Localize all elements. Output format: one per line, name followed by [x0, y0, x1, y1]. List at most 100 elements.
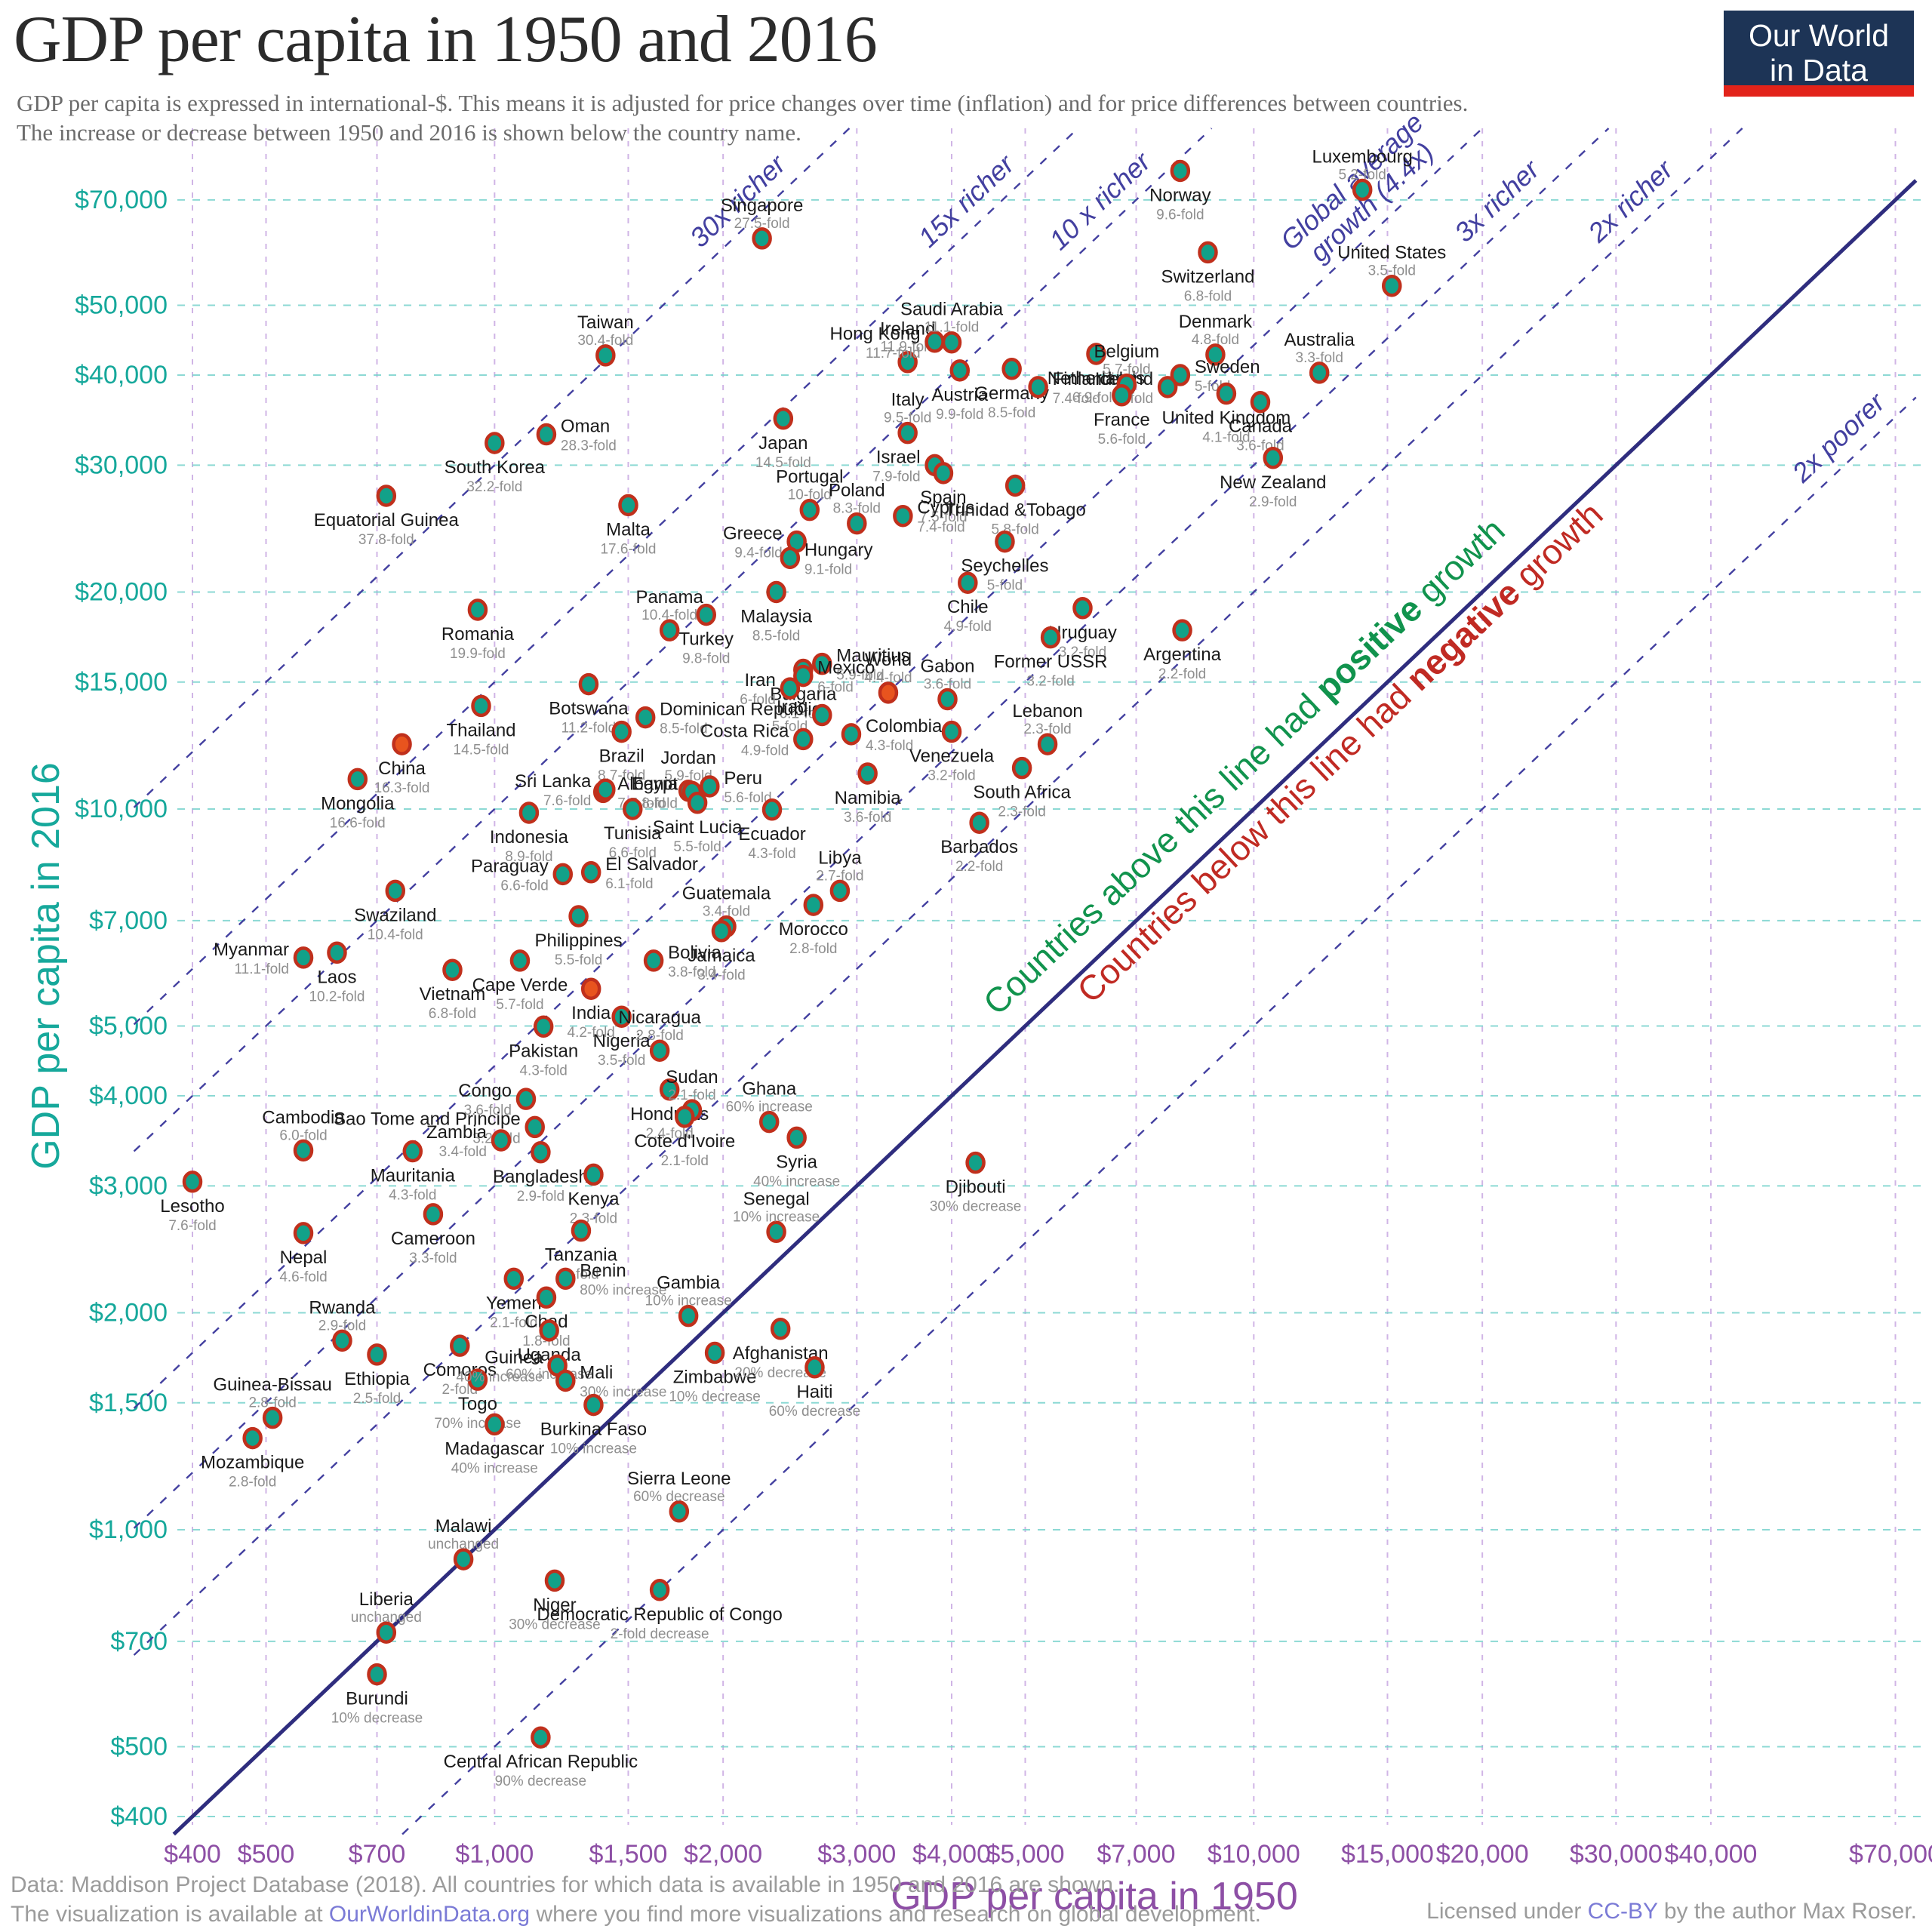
data-point-lebanon[interactable] — [1037, 733, 1058, 755]
data-point-germany[interactable] — [1001, 358, 1022, 380]
data-point-cambodia[interactable] — [293, 1139, 314, 1162]
data-point-congo[interactable] — [515, 1088, 537, 1110]
owid-logo[interactable]: Our World in Data — [1724, 11, 1914, 97]
data-point-ecuador[interactable] — [761, 798, 783, 821]
data-point-united-states[interactable] — [1382, 274, 1402, 297]
data-point-gabon[interactable] — [937, 688, 958, 711]
data-point-mozambique[interactable] — [242, 1426, 263, 1450]
data-point-namibia[interactable] — [857, 762, 878, 785]
data-point-mexico[interactable] — [793, 664, 814, 688]
data-point-tunisia[interactable] — [623, 798, 643, 820]
data-point-seychelles[interactable] — [995, 530, 1015, 553]
data-point-malaysia[interactable] — [766, 580, 786, 604]
data-point-saint-lucia[interactable] — [687, 792, 708, 814]
data-point-cote-d-ivoire[interactable] — [675, 1106, 695, 1128]
data-point-thailand[interactable] — [471, 694, 491, 718]
data-point-finland[interactable] — [1028, 376, 1048, 398]
owid-link[interactable]: OurWorldinData.org — [328, 1902, 531, 1927]
data-point-jamaica[interactable] — [711, 920, 732, 943]
data-point-vietnam[interactable] — [442, 958, 463, 981]
data-point-panama[interactable] — [659, 619, 680, 641]
data-point-haiti[interactable] — [804, 1356, 825, 1379]
data-point-laos[interactable] — [327, 941, 347, 964]
data-point-libya[interactable] — [829, 879, 851, 903]
data-point-france[interactable] — [1112, 384, 1132, 407]
data-point-japan[interactable] — [773, 408, 794, 430]
data-point-portugal[interactable] — [799, 498, 820, 521]
data-point-benin[interactable] — [555, 1267, 576, 1291]
data-point-ethiopia[interactable] — [367, 1343, 387, 1366]
data-point-syria[interactable] — [786, 1126, 807, 1149]
data-point-new-zealand[interactable] — [1263, 447, 1284, 469]
data-point-nepal[interactable] — [293, 1222, 314, 1244]
data-point-cameroon[interactable] — [423, 1203, 444, 1226]
data-point-comoros[interactable] — [450, 1334, 470, 1357]
data-point-barbados[interactable] — [969, 811, 989, 834]
data-point-iran[interactable] — [780, 677, 801, 700]
data-point-philippines[interactable] — [568, 905, 589, 928]
data-point-taiwan[interactable] — [595, 344, 616, 367]
data-point-sri-lanka[interactable] — [595, 778, 616, 801]
data-point-chile[interactable] — [958, 571, 978, 594]
data-point-turkey[interactable] — [696, 603, 717, 626]
data-point-australia[interactable] — [1309, 361, 1330, 384]
data-point-mongolia[interactable] — [347, 768, 368, 791]
data-point-canada[interactable] — [1250, 390, 1271, 414]
data-point-myanmar[interactable] — [293, 946, 314, 969]
data-point-luxembourg[interactable] — [1352, 178, 1373, 202]
data-point-austria[interactable] — [949, 359, 971, 382]
data-point-spain[interactable] — [933, 462, 954, 485]
data-point-honduras[interactable] — [659, 1078, 680, 1101]
data-point-yemen[interactable] — [503, 1267, 525, 1291]
data-point-sao-tome-and-principe[interactable] — [525, 1115, 545, 1139]
data-point-zimbabwe[interactable] — [704, 1341, 725, 1364]
data-point-uruguay[interactable] — [1072, 597, 1093, 620]
data-point-guinea-bissau[interactable] — [262, 1406, 283, 1429]
data-point-burkina-faso[interactable] — [583, 1393, 604, 1417]
data-point-world[interactable] — [878, 681, 899, 704]
data-point-paraguay[interactable] — [552, 863, 574, 886]
data-point-venezuela[interactable] — [941, 720, 962, 743]
data-point-dominican-republic[interactable] — [635, 706, 656, 729]
data-point-denmark[interactable] — [1205, 343, 1226, 366]
data-point-gambia[interactable] — [678, 1304, 699, 1327]
data-point-burundi[interactable] — [367, 1663, 387, 1686]
data-point-malawi[interactable] — [453, 1548, 474, 1571]
data-point-togo[interactable] — [467, 1368, 488, 1391]
data-point-lesotho[interactable] — [182, 1171, 203, 1193]
data-point-swaziland[interactable] — [385, 879, 406, 903]
data-point-brazil[interactable] — [611, 720, 632, 743]
data-point-niger[interactable] — [544, 1569, 565, 1592]
data-point-madagascar[interactable] — [485, 1413, 505, 1436]
data-point-ireland[interactable] — [897, 350, 918, 374]
cc-by-link[interactable]: CC-BY — [1587, 1899, 1658, 1924]
data-point-ghana[interactable] — [758, 1110, 780, 1134]
data-point-romania[interactable] — [467, 598, 488, 621]
data-point-mali[interactable] — [555, 1369, 576, 1392]
data-point-mauritius[interactable] — [812, 652, 832, 675]
data-point-morocco[interactable] — [803, 894, 824, 916]
data-point-italy[interactable] — [897, 421, 918, 445]
data-point-senegal[interactable] — [766, 1220, 786, 1244]
data-point-iraq[interactable] — [812, 703, 832, 727]
data-point-kenya[interactable] — [583, 1163, 604, 1186]
data-point-poland[interactable] — [847, 512, 867, 535]
data-point-sierra-leone[interactable] — [669, 1500, 690, 1523]
data-point-norway[interactable] — [1170, 159, 1191, 183]
data-point-singapore[interactable] — [752, 227, 772, 250]
data-point-sweden[interactable] — [1170, 364, 1191, 386]
data-point-costa-rica[interactable] — [793, 728, 814, 751]
data-point-mauritania[interactable] — [402, 1140, 423, 1163]
data-point-djibouti[interactable] — [965, 1151, 986, 1174]
data-point-india[interactable] — [580, 977, 601, 1000]
data-point-democratic-republic-of-congo[interactable] — [649, 1579, 670, 1601]
data-point-tanzania[interactable] — [571, 1219, 592, 1242]
data-point-trinidad-tobago[interactable] — [1004, 474, 1026, 497]
data-point-colombia[interactable] — [841, 723, 862, 746]
data-point-former-ussr[interactable] — [1040, 626, 1061, 649]
data-point-saudi-arabia[interactable] — [941, 331, 962, 354]
data-point-equatorial-guinea[interactable] — [376, 485, 397, 507]
data-point-central-african-republic[interactable] — [531, 1726, 551, 1749]
data-point-switzerland[interactable] — [1198, 241, 1218, 264]
data-point-nigeria[interactable] — [611, 1005, 632, 1028]
